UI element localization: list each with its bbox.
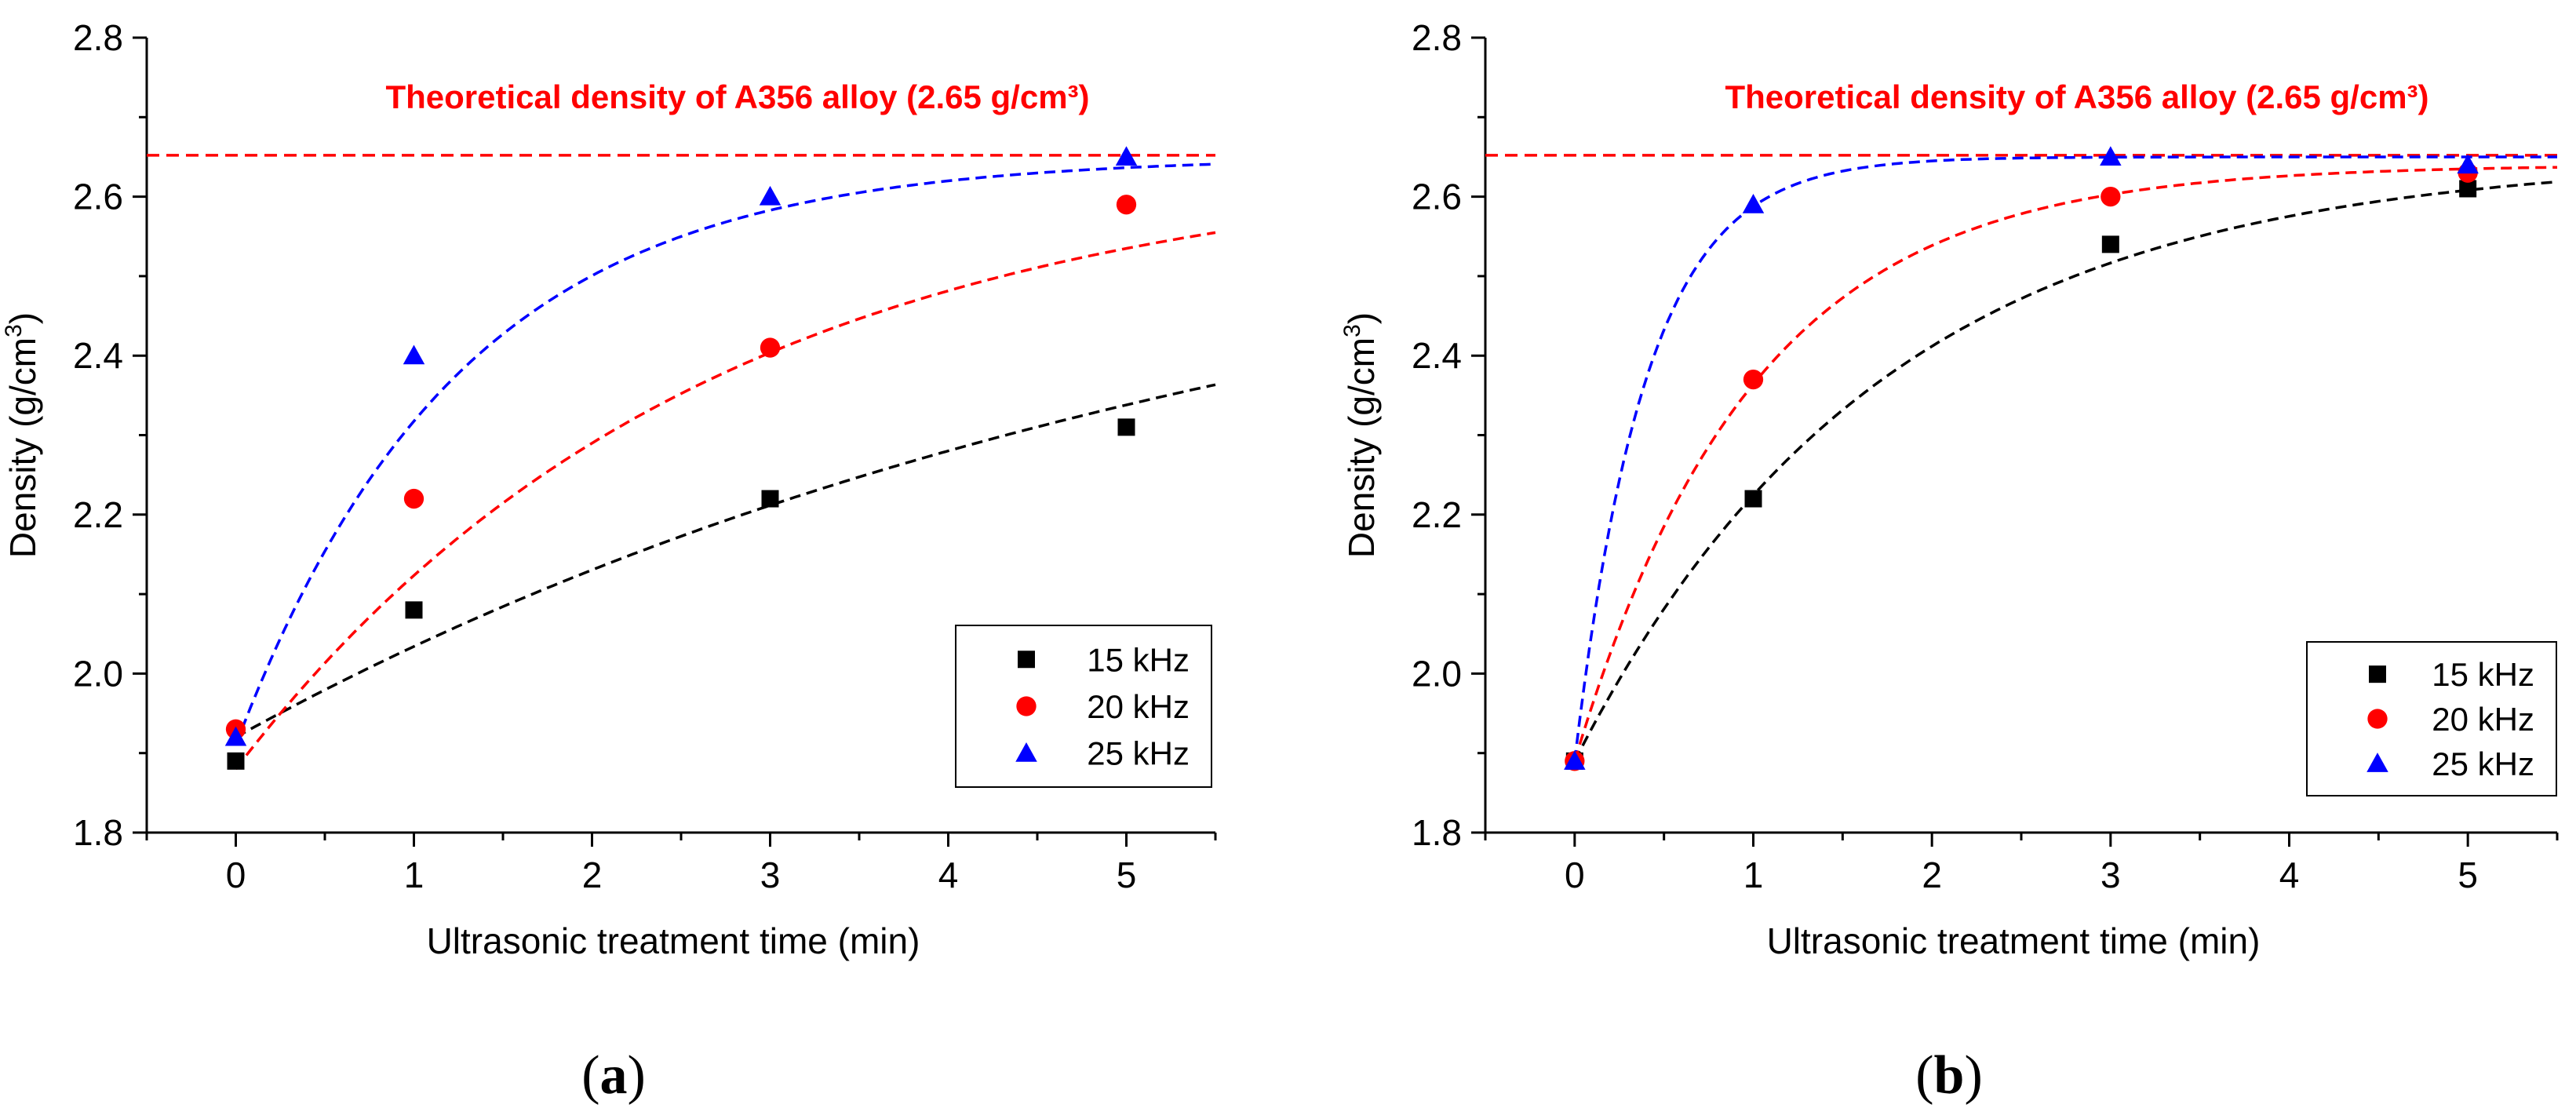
x-tick-label: 0 [1565, 855, 1585, 895]
x-axis-title: Ultrasonic treatment time (min) [1767, 920, 2261, 961]
y-tick-label: 2.6 [1412, 177, 1462, 217]
data-point-15-khz [761, 490, 779, 508]
fit-curve-25-khz [234, 162, 1216, 746]
data-point-25-khz [403, 344, 425, 365]
x-tick-label: 5 [2458, 855, 2478, 895]
y-axis-title-sup: 3 [1, 324, 27, 337]
data-point-15-khz [2101, 235, 2119, 253]
data-point-20-khz [1743, 369, 1764, 390]
panel-label-open: ( [1915, 1045, 1933, 1106]
legend-marker [2369, 665, 2386, 683]
y-tick-label: 2.8 [73, 17, 123, 58]
y-tick-label: 2.0 [1412, 653, 1462, 694]
y-axis-title-sup: 3 [1339, 324, 1365, 337]
data-point-20-khz [760, 337, 781, 358]
legend-label: 20 kHz [2432, 701, 2534, 738]
data-point-25-khz [2457, 154, 2479, 174]
data-point-20-khz [403, 488, 424, 509]
legend: 15 kHz 20 kHz 25 kHz [2306, 641, 2557, 796]
y-axis-title-end: ) [2, 312, 43, 324]
panel-label: (b) [1915, 1045, 1983, 1106]
y-tick-label: 2.2 [73, 494, 123, 535]
x-tick-label: 0 [226, 855, 246, 895]
fit-curve-25-khz [1573, 155, 2557, 762]
reference-line-label: Theoretical density of A356 alloy (2.65 … [1725, 78, 2428, 115]
chart-b: 1.8 2.0 2.2 2.4 2.6 2.8 0 1 2 3 4 5 Ultrasonic treat… [1339, 17, 2559, 1106]
data-point-25-khz [2100, 146, 2122, 166]
data-point-20-khz [1116, 195, 1137, 215]
legend-box [2306, 641, 2557, 796]
data-point-25-khz [1742, 193, 1765, 213]
legend-label: 15 kHz [1087, 641, 1190, 678]
legend-marker [2366, 753, 2388, 772]
fit-curve-15-khz [235, 383, 1216, 738]
panel-label-open: ( [581, 1045, 599, 1106]
x-tick-label: 4 [2279, 855, 2300, 895]
data-point-15-khz [2459, 180, 2477, 198]
data-point-25-khz [1115, 146, 1138, 166]
data-point-15-khz [227, 752, 245, 770]
x-tick-label: 3 [760, 855, 781, 895]
panel-label-close: ) [1964, 1045, 1982, 1106]
y-tick-label: 2.2 [1412, 494, 1462, 535]
x-tick-label: 3 [2101, 855, 2121, 895]
legend-box [955, 625, 1212, 788]
y-axis-title-main: Density (g/cm [1341, 337, 1382, 558]
y-tick-label: 2.6 [73, 177, 123, 217]
legend-marker [1015, 742, 1037, 762]
y-axis-title-end: ) [1341, 312, 1382, 324]
legend-label: 25 kHz [2432, 745, 2534, 782]
y-tick-label: 1.8 [1412, 812, 1462, 853]
legend-label: 20 kHz [1087, 688, 1190, 725]
data-point-15-khz [1744, 490, 1762, 508]
x-tick-label: 2 [582, 855, 603, 895]
y-tick-label: 2.4 [1412, 335, 1462, 376]
legend-label: 15 kHz [2432, 656, 2534, 693]
reference-line-label: Theoretical density of A356 alloy (2.65 … [385, 78, 1089, 115]
legend-marker [1016, 696, 1037, 716]
legend-label: 25 kHz [1087, 735, 1190, 772]
panel-label-letter: b [1934, 1045, 1965, 1106]
data-point-15-khz [405, 601, 423, 619]
data-point-25-khz [1564, 750, 1586, 770]
panel-label-close: ) [628, 1045, 646, 1106]
data-point-20-khz [2101, 186, 2121, 207]
x-tick-label: 5 [1117, 855, 1137, 895]
y-tick-label: 1.8 [73, 812, 123, 853]
x-tick-label: 1 [1743, 855, 1764, 895]
y-axis-title: Density (g/cm3) [1, 312, 43, 558]
x-axis-title: Ultrasonic treatment time (min) [427, 920, 920, 961]
y-tick-label: 2.0 [73, 653, 123, 694]
panel-label-letter: a [600, 1045, 628, 1106]
legend: 15 kHz 20 kHz 25 kHz [955, 625, 1212, 788]
data-point-15-khz [1117, 418, 1135, 436]
x-tick-label: 2 [1922, 855, 1942, 895]
x-tick-label: 4 [938, 855, 959, 895]
y-tick-label: 2.4 [73, 335, 123, 376]
y-axis-title-main: Density (g/cm [2, 337, 43, 558]
legend-marker [2367, 709, 2388, 729]
data-point-25-khz [224, 726, 247, 746]
y-tick-label: 2.8 [1412, 17, 1462, 58]
legend-marker [1018, 651, 1035, 669]
panel-label: (a) [581, 1045, 646, 1106]
fit-curve-20-khz [235, 231, 1216, 771]
y-axis-title: Density (g/cm3) [1339, 312, 1382, 558]
chart-a: 1.8 2.0 2.2 2.4 2.6 2.8 0 1 2 3 4 5 Ultrasonic treat… [1, 17, 1217, 1106]
x-tick-label: 1 [404, 855, 424, 895]
data-point-25-khz [759, 185, 782, 206]
fit-curve-15-khz [1573, 180, 2558, 762]
